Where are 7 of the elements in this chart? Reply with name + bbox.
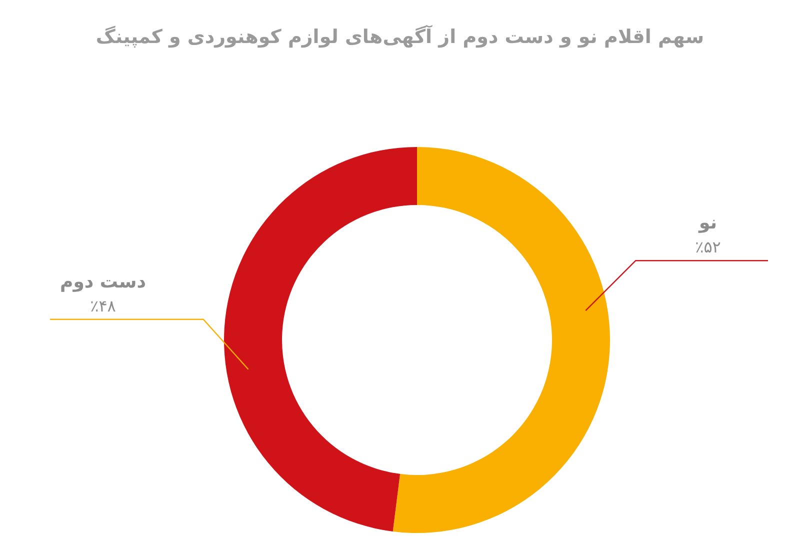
chart-title: سهم اقلام نو و دست دوم از آگهی‌های لوازم کوهنوردی و کمپینگ <box>94 26 706 48</box>
donut-slice <box>224 147 417 532</box>
donut-slice <box>392 147 610 533</box>
slice-label: دست دوم <box>60 271 146 292</box>
data-label: ٪۵۲ <box>695 238 721 257</box>
slice-label: نو <box>698 212 718 234</box>
data-label: ٪۴۸ <box>90 296 116 316</box>
